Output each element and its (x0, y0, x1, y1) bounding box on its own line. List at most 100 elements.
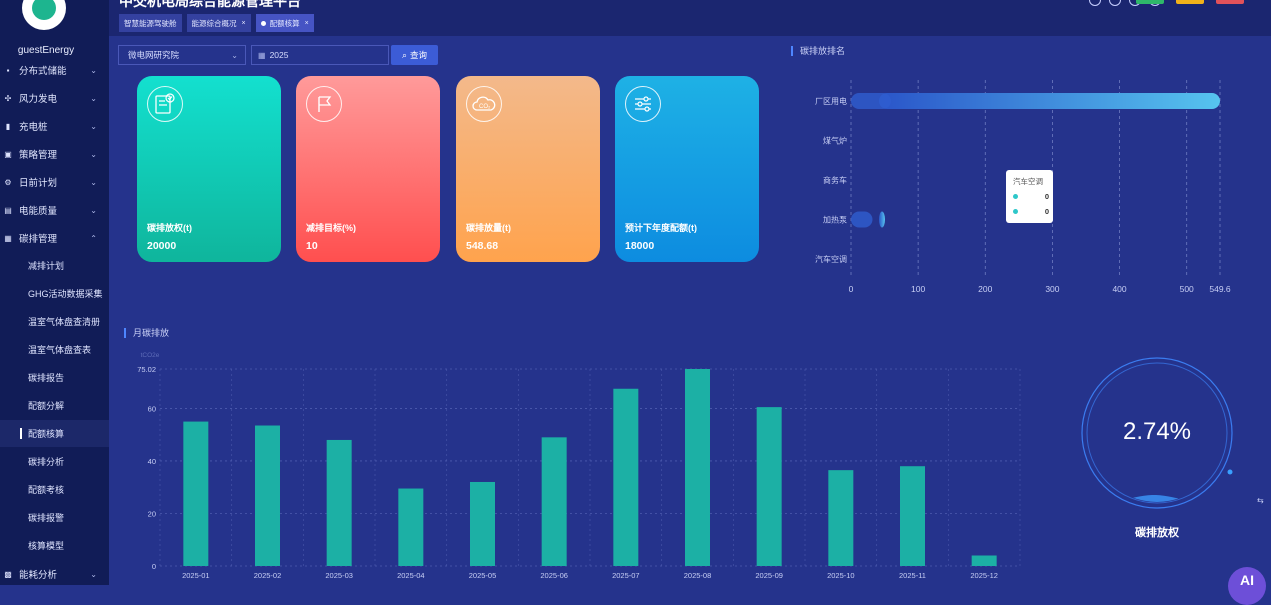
bar (828, 470, 854, 566)
chevron-up-icon: ⌃ (90, 233, 97, 243)
card-next-year-quota: 预计下年度配额(t) 18000 (615, 76, 759, 262)
x-tick-label: 2025-12 (970, 571, 998, 580)
tooltip-row: 0 (1013, 206, 1049, 216)
card-value: 18000 (625, 240, 655, 252)
search-icon[interactable] (1109, 0, 1121, 6)
sidebar-subitem[interactable]: 碳排报告 (28, 373, 65, 383)
card-value: 548.68 (466, 240, 499, 252)
sidebar-item-carbon[interactable]: ▦ 碳排管理 ⌃ (0, 224, 109, 252)
y-category-label: 汽车空调 (815, 254, 847, 264)
sidebar-subitem[interactable]: 温室气体盘查表 (28, 345, 92, 355)
y-category-label: 加热泵 (823, 215, 847, 225)
x-tick-label: 549.6 (1209, 284, 1231, 294)
year-picker[interactable]: ▦ 2025 (251, 45, 389, 65)
active-indicator (20, 428, 22, 439)
x-tick-label: 500 (1180, 284, 1194, 294)
gauge-label: 碳排放权 (1135, 527, 1179, 539)
svg-text:CO₂: CO₂ (479, 104, 491, 110)
chevron-down-icon: ⌄ (90, 569, 97, 579)
green-button[interactable] (1136, 0, 1164, 4)
username: guestEnergy (17, 45, 75, 56)
sidebar-item-charger[interactable]: ▮ 充电桩 ⌄ (0, 112, 109, 140)
tooltip-row: 0 (1013, 191, 1049, 201)
tab-cockpit[interactable]: 智慧能源驾驶舱 (119, 14, 182, 32)
sidebar-subitem[interactable]: 配额分解 (28, 401, 65, 411)
x-tick-label: 200 (978, 284, 992, 294)
y-category-label: 煤气炉 (823, 136, 847, 146)
close-icon[interactable]: × (304, 19, 309, 27)
tooltip-value: 0 (1044, 191, 1049, 201)
y-tick-label: 20 (148, 509, 156, 518)
y-tick-label: 75.02 (137, 365, 156, 374)
certificate-icon (147, 86, 183, 122)
sidebar: guestEnergy ▪ 分布式储能 ⌄ ✣ 风力发电 ⌄ ▮ 充电桩 ⌄ ▣ 策略管理 ⌄ … (0, 0, 109, 585)
chart-icon: ▤ (4, 205, 12, 215)
bar (398, 488, 424, 566)
x-tick-label: 2025-11 (899, 571, 926, 580)
gauge-inner-ring (1086, 362, 1228, 504)
series-dot-icon (1013, 208, 1018, 214)
sidebar-subitem[interactable]: 减排计划 (28, 261, 65, 271)
card-value: 10 (306, 240, 318, 252)
co2-cloud-icon: CO₂ (466, 86, 502, 122)
refresh-icon[interactable] (1089, 0, 1101, 6)
card-label: 预计下年度配额(t) (625, 223, 697, 233)
sidebar-subitem[interactable]: 配额考核 (28, 485, 65, 495)
close-icon[interactable]: × (241, 19, 246, 27)
x-tick-label: 100 (911, 284, 925, 294)
app-title: 中交机电局综合能源管理平台 (119, 0, 301, 9)
card-value: 20000 (147, 240, 177, 252)
sidebar-subitem[interactable]: 核算模型 (28, 541, 65, 551)
sidebar-subitem-active[interactable]: 配额核算 (0, 420, 109, 447)
avatar[interactable] (22, 0, 66, 30)
sidebar-item-strategy[interactable]: ▣ 策略管理 ⌄ (0, 140, 109, 168)
wind-icon: ✣ (4, 93, 12, 103)
card-label: 碳排放权(t) (147, 223, 192, 233)
sidebar-item-wind[interactable]: ✣ 风力发电 ⌄ (0, 84, 109, 112)
y-tick-label: 0 (152, 562, 156, 571)
gauge-dot (1227, 469, 1233, 475)
ranking-tooltip: 汽车空调 0 0 (1006, 170, 1053, 223)
chevron-down-icon: ⌄ (90, 93, 97, 103)
bar (879, 93, 1220, 109)
ranking-title: 碳排放排名 (791, 46, 845, 56)
carbon-icon: ▦ (4, 233, 12, 243)
sidebar-subitem[interactable]: GHG活动数据采集 (28, 289, 103, 299)
yellow-button[interactable] (1176, 0, 1204, 4)
bar (613, 388, 639, 566)
sidebar-subitem[interactable]: 碳排分析 (28, 457, 65, 467)
series-dot-icon (1013, 193, 1018, 199)
sidebar-item-quality[interactable]: ▤ 电能质量 ⌄ (0, 196, 109, 224)
collapse-icon[interactable]: ⇆ (1257, 496, 1264, 505)
card-label: 碳排放量(t) (466, 223, 511, 233)
sidebar-item-dayahead[interactable]: ⚙ 日前计划 ⌄ (0, 168, 109, 196)
sidebar-subitem[interactable]: 温室气体盘查清册 (28, 317, 101, 327)
sidebar-subitem[interactable]: 碳排报警 (28, 513, 65, 523)
x-tick-label: 2025-02 (254, 571, 282, 580)
query-button[interactable]: ⌕ 查询 (391, 45, 438, 65)
chevron-down-icon: ⌄ (90, 177, 97, 187)
bar (900, 466, 925, 566)
x-tick-label: 2025-01 (182, 571, 210, 580)
x-tick-label: 2025-08 (684, 571, 712, 580)
bar (255, 425, 280, 566)
x-tick-label: 0 (849, 284, 854, 294)
org-select[interactable]: 微电网研究院 ⌄ (118, 45, 246, 65)
bar (541, 437, 567, 566)
ai-assistant-button[interactable]: AI (1228, 567, 1266, 605)
active-dot-icon (260, 20, 266, 26)
top-bar: 中交机电局综合能源管理平台 智慧能源驾驶舱 能源综合概况 × 配额核算 × (109, 0, 1271, 36)
tab-quota-accounting[interactable]: 配额核算 × (255, 14, 314, 32)
x-tick-label: 2025-04 (397, 571, 425, 580)
sidebar-item-storage[interactable]: ▪ 分布式储能 ⌄ (0, 56, 109, 84)
bar (470, 481, 495, 566)
y-category-label: 厂区用电 (815, 96, 847, 106)
chevron-down-icon: ⌄ (231, 50, 238, 60)
gauge-chart (1081, 357, 1233, 509)
x-tick-label: 2025-10 (827, 571, 855, 580)
gear-icon: ⚙ (4, 177, 12, 187)
sidebar-item-energy-analysis[interactable]: ▩ 能耗分析 ⌄ (0, 560, 109, 585)
red-button[interactable] (1216, 0, 1244, 4)
tab-overview[interactable]: 能源综合概况 × (186, 14, 251, 32)
